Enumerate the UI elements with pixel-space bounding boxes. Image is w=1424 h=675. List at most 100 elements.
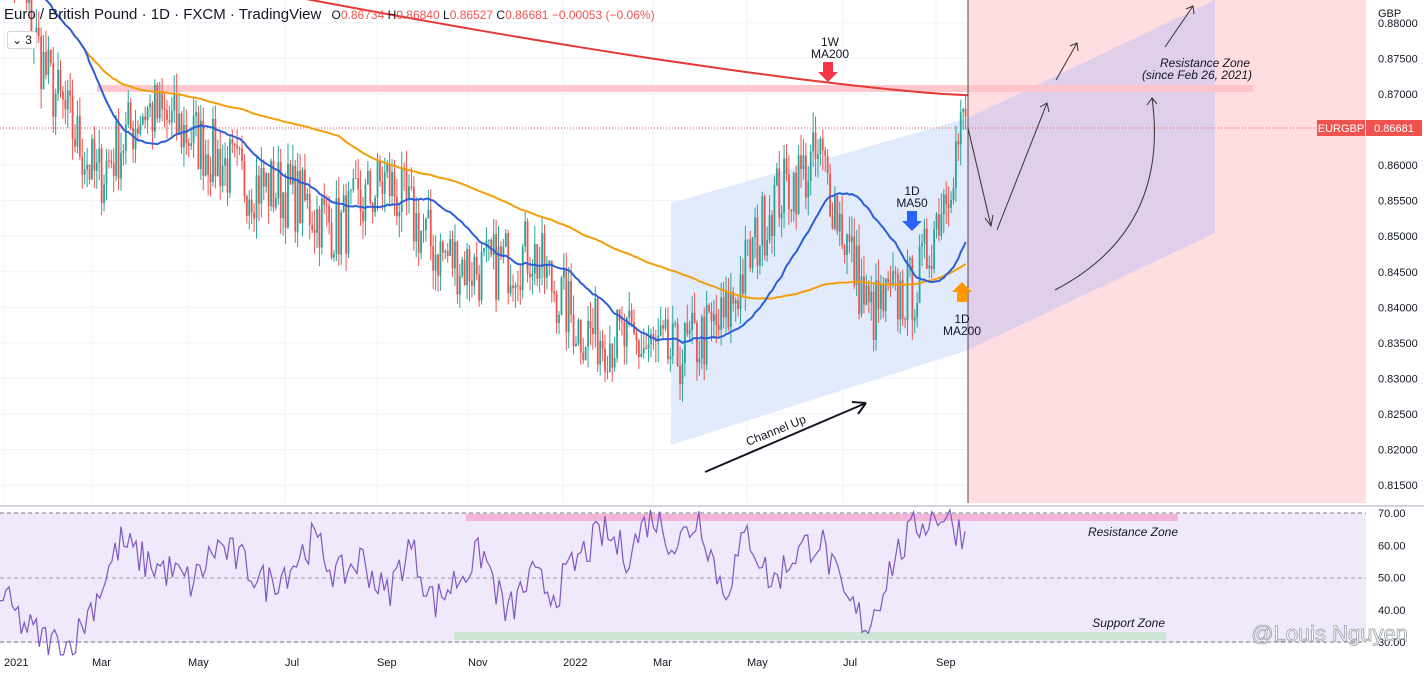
candle [127, 102, 130, 125]
candle [475, 256, 478, 275]
candle [391, 171, 393, 197]
price-tick-label: 0.85000 [1378, 231, 1418, 243]
candle [255, 175, 258, 219]
candle [957, 141, 960, 145]
candle [746, 239, 749, 241]
candle [913, 317, 916, 321]
candle [98, 148, 101, 163]
candle [316, 209, 318, 233]
candle [683, 323, 686, 364]
candle [570, 281, 573, 315]
candle [449, 239, 452, 256]
candle [233, 143, 236, 146]
candle [323, 198, 326, 205]
candle [819, 138, 822, 155]
candle [553, 291, 556, 294]
candle [814, 132, 817, 160]
channel-up-arrow-icon [704, 402, 867, 473]
candle [483, 248, 485, 252]
candle [555, 293, 558, 324]
candle [834, 195, 836, 229]
candle [930, 265, 933, 269]
candle [504, 233, 507, 247]
time-tick-label: Jul [843, 657, 857, 669]
symbol-title[interactable]: Euro / British Pound · 1D · FXCM · Tradi… [4, 6, 322, 23]
chart-header: Euro / British Pound · 1D · FXCM · Tradi… [4, 6, 655, 23]
price-axis-ticks: 0.880000.875000.870000.865000.860000.855… [1378, 18, 1418, 492]
candle [763, 196, 766, 256]
candle [120, 152, 122, 179]
candle [458, 275, 461, 295]
indicator-layers-button[interactable]: ⌄ 3 [7, 31, 37, 49]
candle [250, 199, 253, 213]
candle [93, 138, 96, 171]
candle [229, 139, 231, 193]
candle [270, 160, 272, 206]
candle [490, 239, 493, 256]
candle [429, 209, 432, 247]
candle [83, 169, 86, 175]
svg-text:MA200: MA200 [943, 324, 981, 338]
candle [497, 246, 500, 300]
ma200-1d-arrow-icon [952, 282, 972, 302]
candle [865, 285, 868, 305]
candle [892, 271, 894, 286]
candle [328, 205, 331, 223]
candle [224, 158, 226, 166]
candle [804, 155, 807, 198]
candle [393, 171, 396, 197]
candle [260, 168, 263, 204]
candle [219, 149, 222, 186]
price-pane[interactable]: 1W MA200 1D MA50 1D MA200 Channel Up [0, 0, 1424, 503]
candle [146, 107, 149, 121]
candle [417, 213, 420, 254]
candle [330, 222, 333, 258]
candle [947, 204, 950, 208]
candle [608, 343, 611, 373]
candle [492, 234, 495, 256]
candle [216, 149, 219, 177]
price-tick-label: 0.88000 [1378, 18, 1418, 30]
candle [850, 236, 853, 242]
candle [158, 91, 161, 119]
candle [536, 244, 539, 279]
candle [848, 234, 851, 242]
candle [168, 120, 171, 123]
candle [100, 148, 103, 204]
svg-text:MA200: MA200 [811, 47, 849, 61]
candle [637, 340, 640, 358]
candle [311, 224, 314, 230]
rsi-axis[interactable] [1366, 507, 1424, 647]
candle [729, 291, 732, 328]
candle [190, 143, 193, 147]
candle [262, 168, 265, 187]
candle [526, 221, 529, 274]
rsi-tick-label: 70.00 [1378, 508, 1406, 520]
candle [708, 304, 710, 312]
svg-text:1D: 1D [904, 184, 920, 198]
candle [161, 91, 164, 109]
channel-up-band [671, 118, 968, 445]
candle [853, 236, 856, 286]
candle [906, 259, 909, 320]
rsi-pane[interactable]: Resistance Zone Support Zone 70.00 60.00 5… [0, 507, 1424, 656]
candle [466, 248, 468, 285]
candle [347, 190, 350, 254]
candle [441, 241, 444, 253]
candle [647, 344, 650, 349]
candle [350, 190, 352, 192]
candle [47, 49, 50, 75]
symbol-badge [1317, 120, 1365, 136]
candle [720, 297, 723, 330]
candle [74, 138, 76, 147]
candle [296, 170, 299, 232]
candle [212, 118, 214, 183]
ma50-1d-label: 1D MA50 [896, 184, 928, 210]
candle [454, 241, 456, 269]
candle [71, 95, 74, 139]
candle [62, 91, 64, 100]
ohlc-values: O0.86734 H0.86840 L0.86527 C0.86681 −0.0… [331, 8, 655, 22]
price-axis[interactable] [1366, 0, 1424, 503]
time-axis[interactable]: 2021 Mar May Jul Sep Nov 2022 Mar May Jul Sep [4, 657, 956, 669]
